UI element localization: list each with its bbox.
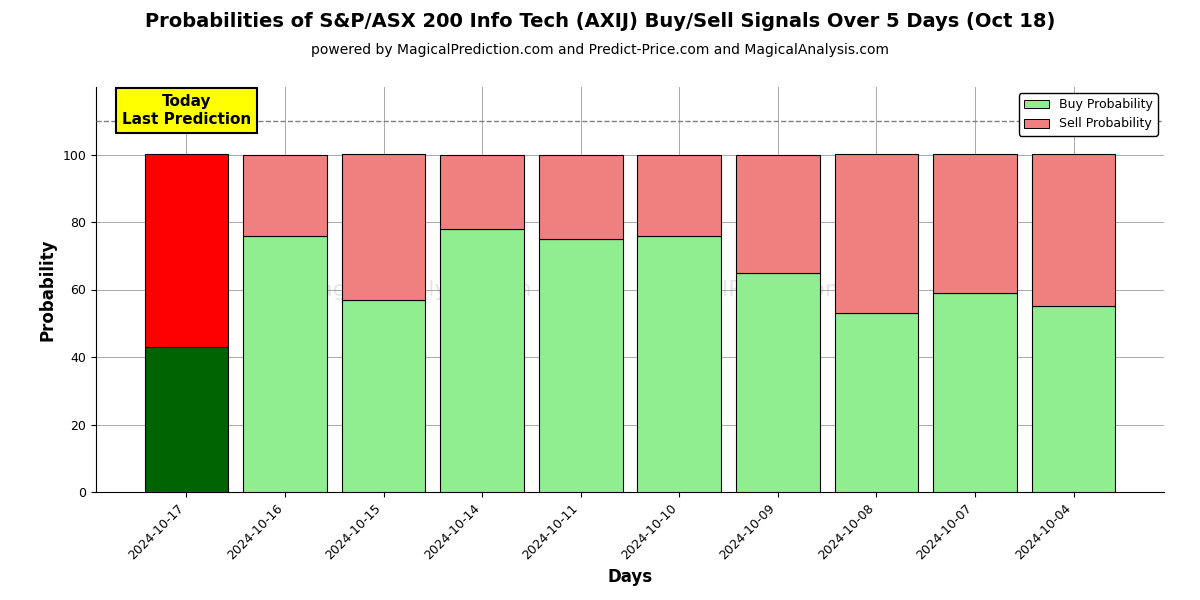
Bar xyxy=(1032,154,1116,307)
Bar xyxy=(244,154,326,235)
Bar xyxy=(144,154,228,347)
Bar xyxy=(539,154,623,239)
Bar xyxy=(342,154,426,299)
Bar xyxy=(539,239,623,492)
Text: Today
Last Prediction: Today Last Prediction xyxy=(122,94,251,127)
Bar xyxy=(934,293,1016,492)
Bar xyxy=(637,154,721,235)
Bar xyxy=(244,235,326,492)
Bar xyxy=(736,272,820,492)
Bar xyxy=(834,313,918,492)
Text: Probabilities of S&P/ASX 200 Info Tech (AXIJ) Buy/Sell Signals Over 5 Days (Oct : Probabilities of S&P/ASX 200 Info Tech (… xyxy=(145,12,1055,31)
Y-axis label: Probability: Probability xyxy=(38,238,56,341)
Legend: Buy Probability, Sell Probability: Buy Probability, Sell Probability xyxy=(1019,93,1158,136)
Bar xyxy=(440,154,524,229)
X-axis label: Days: Days xyxy=(607,568,653,586)
Bar xyxy=(637,235,721,492)
Text: MagicalPrediction.com: MagicalPrediction.com xyxy=(643,280,894,299)
Text: MagicalAnalysis.com: MagicalAnalysis.com xyxy=(300,280,533,299)
Bar xyxy=(834,154,918,313)
Bar xyxy=(934,154,1016,293)
Bar xyxy=(342,299,426,492)
Bar xyxy=(736,154,820,272)
Bar xyxy=(1032,307,1116,492)
Bar xyxy=(440,229,524,492)
Bar xyxy=(144,347,228,492)
Text: powered by MagicalPrediction.com and Predict-Price.com and MagicalAnalysis.com: powered by MagicalPrediction.com and Pre… xyxy=(311,43,889,57)
